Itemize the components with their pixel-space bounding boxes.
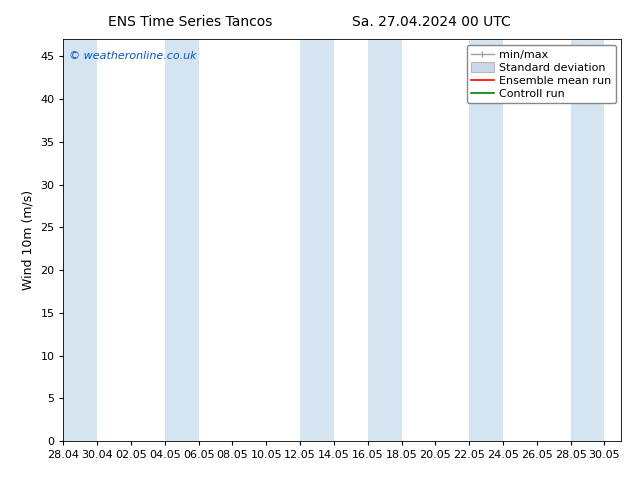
Bar — [300, 39, 334, 441]
Legend: min/max, Standard deviation, Ensemble mean run, Controll run: min/max, Standard deviation, Ensemble me… — [467, 45, 616, 103]
Bar — [165, 39, 198, 441]
Y-axis label: Wind 10m (m/s): Wind 10m (m/s) — [22, 190, 35, 290]
Bar — [63, 39, 97, 441]
Bar — [368, 39, 401, 441]
Text: ENS Time Series Tancos: ENS Time Series Tancos — [108, 15, 273, 29]
Bar — [469, 39, 503, 441]
Bar — [571, 39, 604, 441]
Text: © weatheronline.co.uk: © weatheronline.co.uk — [69, 51, 197, 61]
Text: Sa. 27.04.2024 00 UTC: Sa. 27.04.2024 00 UTC — [352, 15, 510, 29]
